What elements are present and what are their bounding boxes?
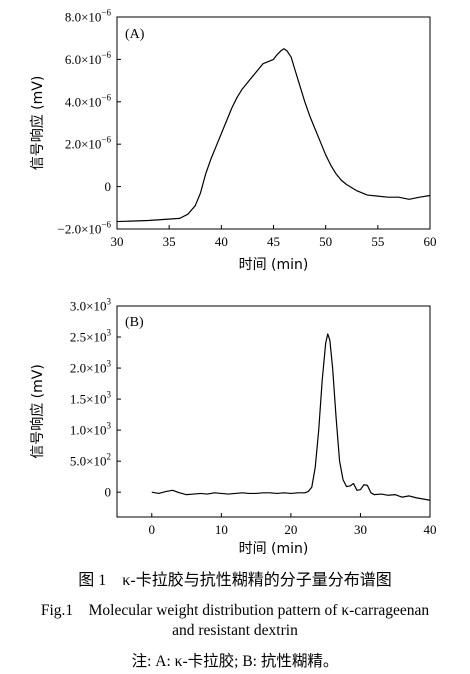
caption-english-line2: and resistant dextrin <box>172 622 298 639</box>
x-tick-label: 50 <box>319 234 332 249</box>
y-tick-label: 4.0×10−6 <box>65 92 112 109</box>
x-tick-label: 30 <box>111 234 124 249</box>
x-tick-label: 35 <box>163 234 176 249</box>
y-tick-label: 0 <box>105 179 112 194</box>
caption-note: 注: A: κ-卡拉胶; B: 抗性糊精。 <box>131 653 339 670</box>
x-tick-label: 20 <box>284 522 297 537</box>
x-tick-label: 45 <box>267 234 280 249</box>
y-tick-label: 0 <box>105 485 112 500</box>
chart-panel-b: 0 10 20 30 40 0 5.0×102 1.0×103 1.5×103 2.0×103 2.… <box>29 297 437 558</box>
panel-label: (B) <box>125 315 144 330</box>
y-tick-label: 1.5×103 <box>70 390 112 407</box>
series-line <box>151 333 431 501</box>
x-tick-label: 40 <box>215 234 228 249</box>
y-tick-label: 8.0×10−6 <box>65 8 112 25</box>
y-tick-label: 3.0×103 <box>70 297 112 314</box>
y-tick-label: 2.5×103 <box>70 328 112 345</box>
y-tick-label: 2.0×10−6 <box>65 135 112 152</box>
series-line <box>116 48 431 223</box>
x-tick-label: 55 <box>371 234 384 249</box>
caption-english-line1: Fig.1 Molecular weight distribution patt… <box>40 602 430 619</box>
plot-frame <box>116 305 431 518</box>
chart-panel-a: 30 35 40 45 50 55 60 −2.0×10−6 0 2.0×10−6 4.0×10−6… <box>29 8 437 274</box>
y-axis-label: 信号响应 (mV) <box>29 76 46 171</box>
y-tick-label: 1.0×103 <box>70 421 112 438</box>
x-tick-label: 60 <box>424 234 437 249</box>
y-tick-label: 5.0×102 <box>70 452 111 469</box>
x-tick-label: 0 <box>149 522 156 537</box>
y-tick-label: 6.0×10−6 <box>65 50 112 67</box>
x-tick-label: 10 <box>215 522 228 537</box>
caption-chinese: 图 1 κ-卡拉胶与抗性糊精的分子量分布谱图 <box>78 572 392 589</box>
panel-label: (A) <box>125 27 145 42</box>
x-axis-label: 时间 (min) <box>239 541 309 557</box>
x-tick-label: 30 <box>354 522 367 537</box>
x-tick-label: 40 <box>424 522 437 537</box>
y-tick-label: −2.0×10−6 <box>58 220 112 237</box>
y-axis-label: 信号响应 (mV) <box>29 364 46 459</box>
x-axis-label: 时间 (min) <box>239 257 309 273</box>
y-tick-label: 2.0×103 <box>70 359 112 376</box>
